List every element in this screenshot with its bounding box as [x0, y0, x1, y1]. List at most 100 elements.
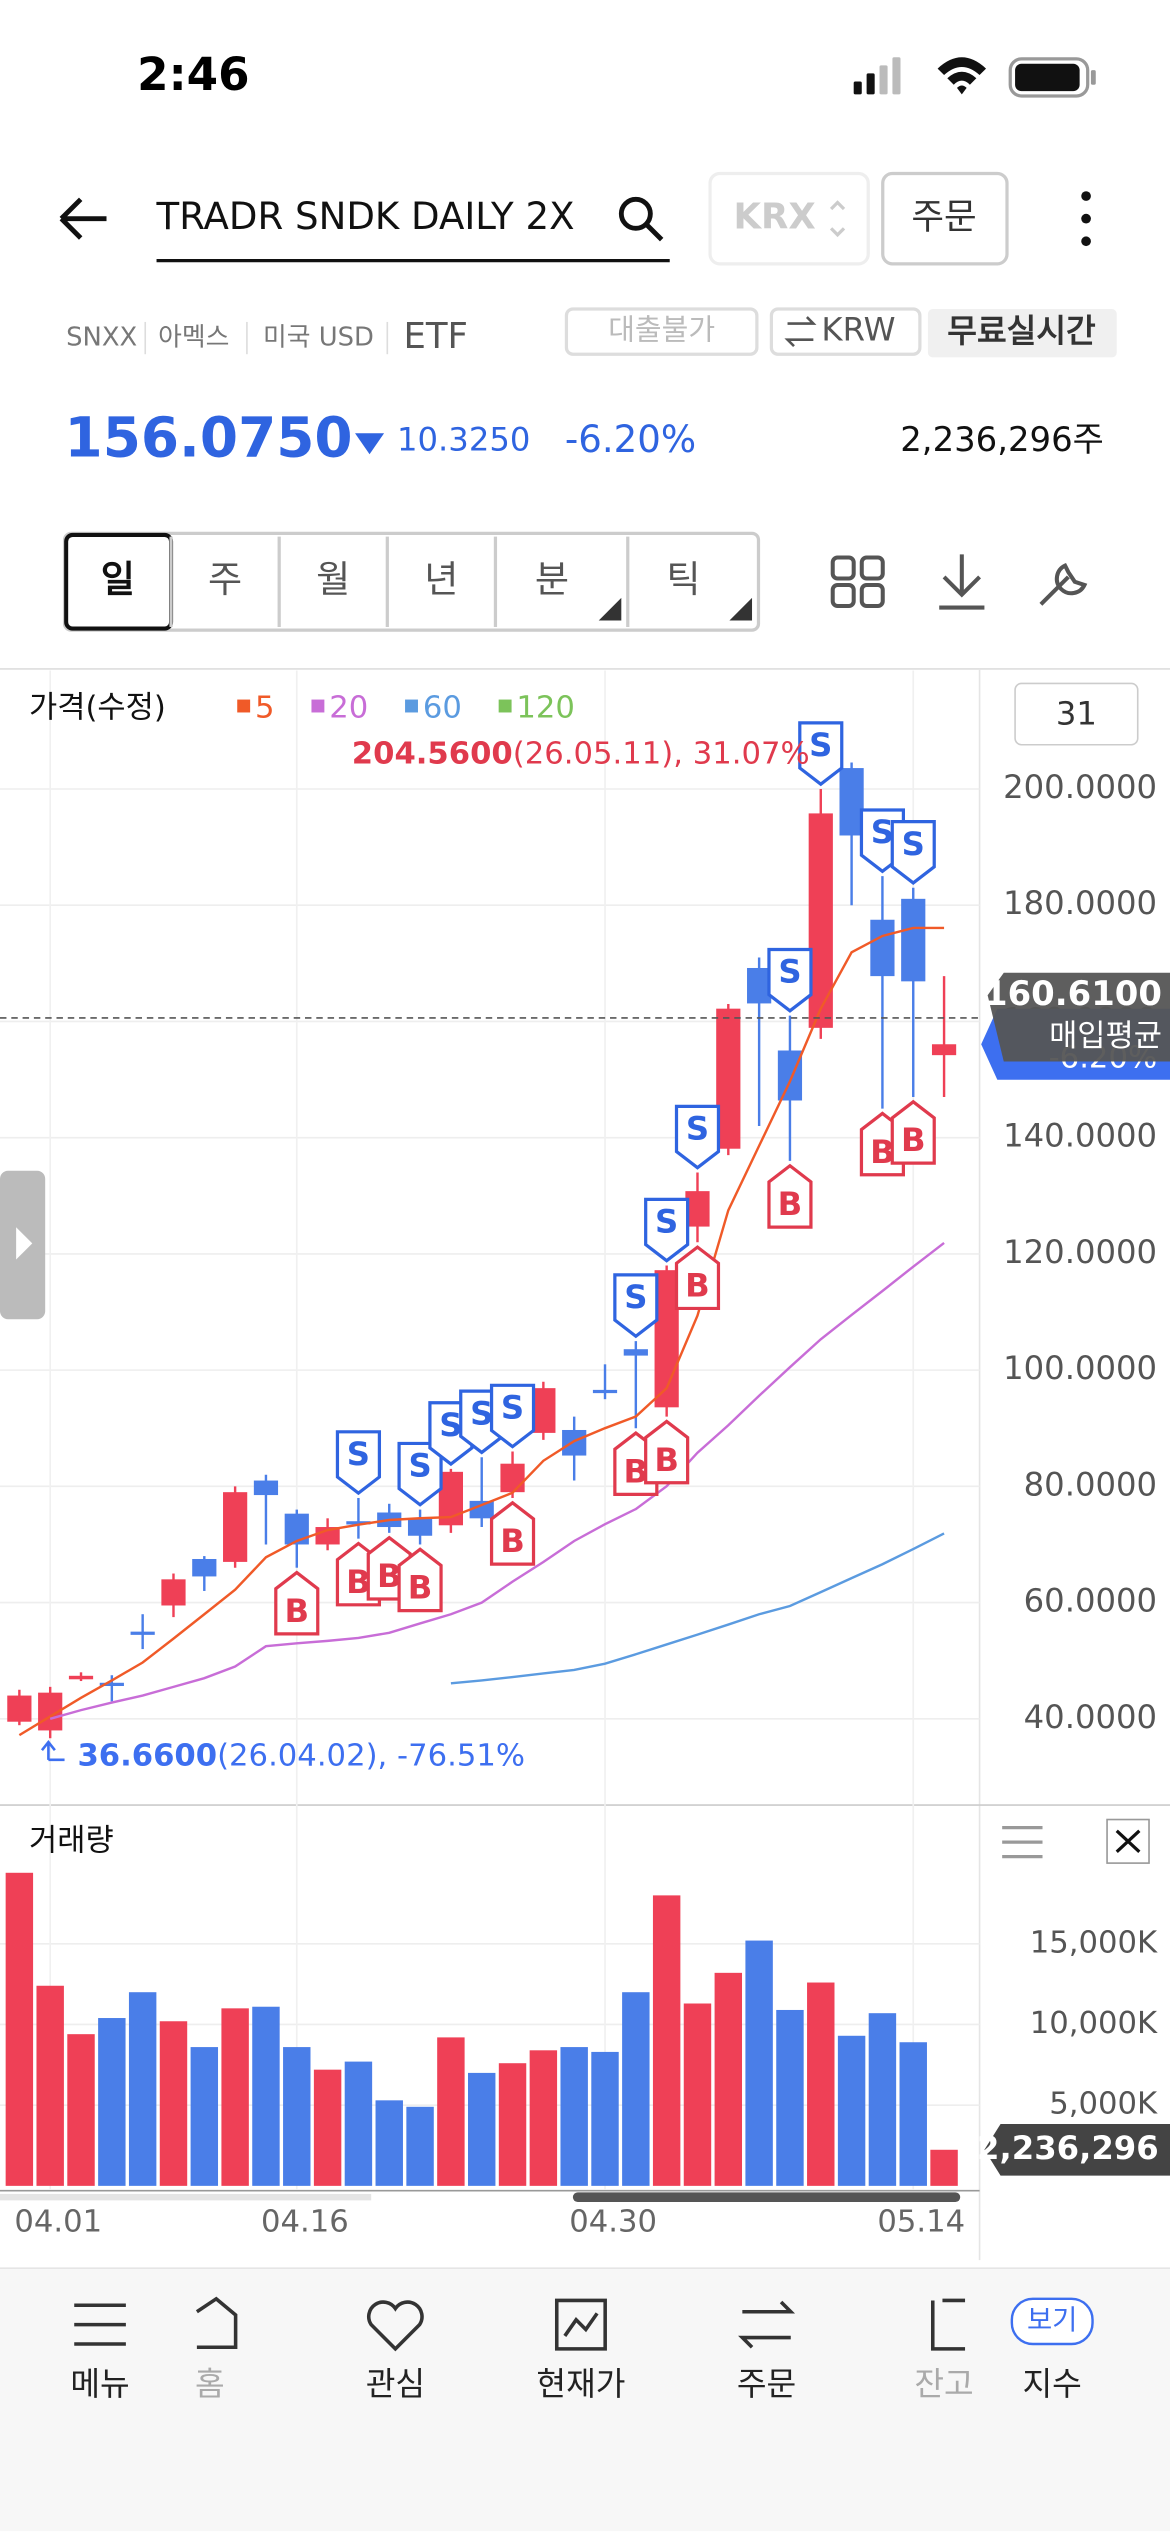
volume-bar	[468, 2072, 496, 2186]
volume-title: 거래량	[29, 1824, 114, 1859]
nav-icon	[366, 2300, 424, 2352]
volume-menu[interactable]	[1002, 1825, 1043, 1859]
candle-body	[685, 1191, 710, 1227]
download-icon[interactable]	[939, 554, 985, 610]
trade-signal[interactable]: B	[397, 1547, 443, 1613]
period-tab[interactable]: 틱	[626, 536, 753, 627]
trade-signal[interactable]: B	[767, 1163, 813, 1229]
candle-body	[777, 1050, 803, 1101]
volume-close[interactable]	[1106, 1818, 1150, 1864]
signal-label: S	[778, 953, 801, 991]
signal-label: B	[870, 1133, 895, 1171]
x-tick-label: 05.14	[877, 2204, 965, 2239]
period-tab[interactable]: 월	[277, 536, 350, 627]
ma-line	[49, 1241, 945, 1720]
volume-bar	[652, 1895, 681, 2186]
candle-body	[531, 1388, 556, 1433]
nav-item[interactable]: 지수 보기	[1010, 2297, 1094, 2403]
realtime-label: 무료실시간	[947, 312, 1096, 350]
candle-body	[901, 898, 926, 982]
volume-bar	[622, 1992, 650, 2186]
legend-label: 5	[255, 691, 275, 726]
more-button[interactable]	[1081, 191, 1091, 247]
signal-marker	[335, 1430, 382, 1496]
change-pct: -6.20%	[565, 418, 696, 461]
volume-bar	[714, 1972, 743, 2186]
volume-bar	[313, 2069, 342, 2186]
candle-body	[623, 1349, 648, 1356]
scroll-thumb[interactable]	[572, 2192, 961, 2202]
signal-marker	[397, 1547, 443, 1613]
trade-signal[interactable]: S	[674, 1104, 721, 1170]
volume-tag	[984, 2123, 1170, 2176]
signal-label: B	[346, 1563, 371, 1601]
trade-signal[interactable]: S	[798, 721, 844, 787]
search-icon[interactable]	[618, 196, 664, 242]
trade-signal[interactable]: S	[397, 1441, 443, 1507]
side-handle-arrow	[16, 1227, 33, 1260]
candle-body	[99, 1682, 124, 1687]
trade-signal[interactable]: S	[890, 820, 936, 885]
trade-signal[interactable]: B	[489, 1500, 536, 1566]
candle-body	[407, 1518, 433, 1536]
trade-signal[interactable]: S	[489, 1383, 536, 1449]
count-label: 31	[1056, 695, 1097, 733]
nav-label: 잔고	[914, 2365, 973, 2403]
legend-swatch	[498, 699, 512, 713]
count-box[interactable]	[1014, 682, 1139, 746]
nav-item[interactable]: 관심	[366, 2300, 425, 2403]
candle-body	[7, 1695, 32, 1722]
layout-icon[interactable]	[830, 555, 885, 608]
signal-marker	[767, 1163, 813, 1229]
period-tab[interactable]: 일	[64, 532, 174, 631]
signal-label: B	[377, 1557, 402, 1595]
kind: ETF	[403, 316, 468, 357]
period-tab[interactable]: 주	[169, 536, 242, 627]
exchange-button[interactable]	[708, 171, 870, 266]
nav-item[interactable]: 홈	[195, 2296, 238, 2403]
signal-marker	[644, 1419, 690, 1485]
settings-icon[interactable]	[1039, 562, 1088, 606]
nav-item[interactable]: 현재가	[536, 2298, 625, 2403]
nav-icon	[195, 2296, 238, 2350]
ticker: SNXX	[66, 323, 137, 353]
volume-bar	[159, 2021, 188, 2186]
x-tick-label: 04.01	[14, 2204, 102, 2239]
trade-signal[interactable]: B	[274, 1570, 320, 1636]
nav-label: 주문	[737, 2365, 796, 2403]
signal-label: B	[500, 1522, 525, 1560]
trade-signal[interactable]: S	[613, 1273, 659, 1339]
trade-signal[interactable]: S	[335, 1430, 382, 1496]
exchange-label: KRX	[734, 197, 816, 238]
signal-label: B	[624, 1452, 649, 1490]
signal-marker	[890, 820, 936, 885]
nav-badge	[1010, 2297, 1094, 2346]
candle-body	[223, 1492, 248, 1562]
candle-body	[592, 1389, 618, 1394]
signal-marker	[613, 1273, 659, 1339]
nav-item[interactable]: 주문	[737, 2300, 796, 2403]
search-input[interactable]: TRADR SNDK DAILY 2X	[156, 195, 575, 238]
legend-swatch	[405, 699, 418, 713]
volume-bar	[868, 2013, 897, 2186]
period-tab[interactable]: 년	[385, 536, 458, 627]
volume: 2,236,296주	[900, 420, 1104, 459]
trade-signal[interactable]: S	[644, 1197, 690, 1263]
nav-item[interactable]: 메뉴	[70, 2303, 130, 2403]
trade-signal[interactable]: S	[767, 947, 813, 1013]
y-tick-label: 80.0000	[1024, 1465, 1157, 1503]
nav-items: 메뉴 홈 관심 현재가 주문 잔고 지수 보기	[70, 2296, 1094, 2403]
volume-bar	[128, 1992, 157, 2186]
trade-signal[interactable]: B	[890, 1099, 936, 1165]
candle-body	[469, 1500, 494, 1519]
nav-item[interactable]: 잔고	[914, 2298, 974, 2403]
order-button[interactable]	[881, 171, 1009, 266]
trade-signal[interactable]: B	[644, 1419, 690, 1485]
nav-icon	[554, 2298, 607, 2351]
signal-label: S	[470, 1394, 493, 1432]
trade-signal[interactable]: B	[674, 1245, 721, 1311]
volume-bar	[560, 2047, 588, 2186]
volume-bar	[221, 2008, 249, 2186]
back-button[interactable]	[59, 197, 107, 240]
